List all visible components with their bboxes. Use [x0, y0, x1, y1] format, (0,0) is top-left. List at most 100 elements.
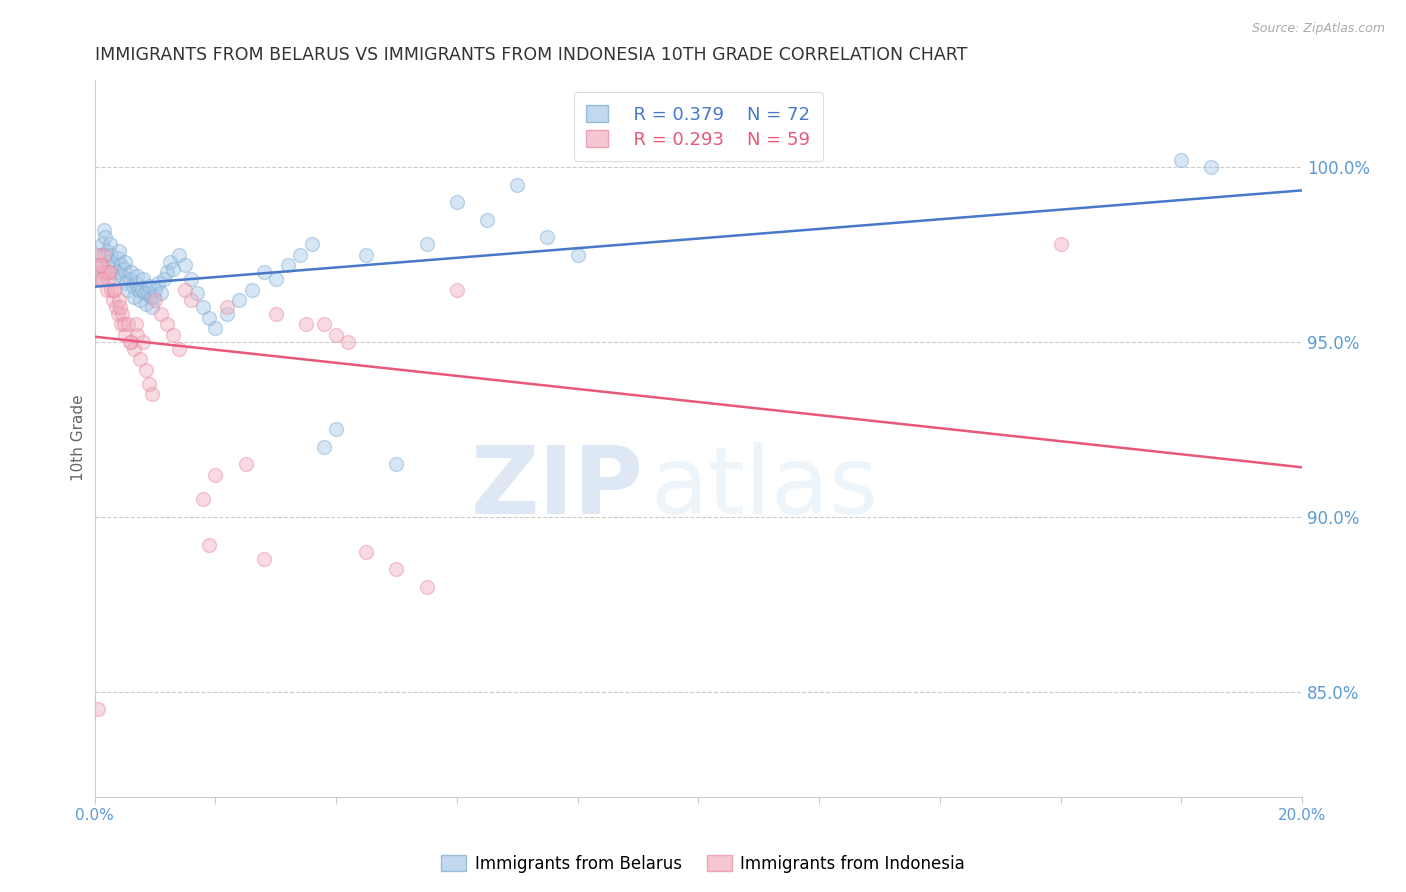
Point [86, 272, 108, 286]
Point [193, 300, 215, 314]
Point [86, 247, 108, 261]
Point [100, 247, 122, 261]
Y-axis label: 10th Grade: 10th Grade [72, 395, 86, 482]
Point [162, 261, 184, 276]
Legend:   R = 0.379    N = 72,   R = 0.293    N = 59: R = 0.379 N = 72, R = 0.293 N = 59 [574, 92, 823, 161]
Point [180, 293, 202, 307]
Point [252, 265, 274, 279]
Point [117, 318, 139, 332]
Point [112, 318, 135, 332]
Point [128, 283, 150, 297]
Point [288, 247, 311, 261]
Point [94, 265, 117, 279]
Point [110, 318, 132, 332]
Point [240, 283, 263, 297]
Point [295, 318, 318, 332]
Point [104, 265, 127, 279]
Point [312, 440, 335, 454]
Point [128, 293, 150, 307]
Point [107, 244, 129, 258]
Point [141, 387, 163, 401]
Point [567, 247, 589, 261]
Point [93, 223, 115, 237]
Point [117, 283, 139, 297]
Point [325, 328, 347, 343]
Point [149, 307, 172, 321]
Point [228, 293, 250, 307]
Point [94, 230, 117, 244]
Point [122, 289, 145, 303]
Point [115, 276, 138, 290]
Text: ZIP: ZIP [471, 442, 644, 534]
Point [143, 293, 166, 307]
Point [89, 265, 111, 279]
Point [167, 247, 190, 261]
Point [325, 422, 347, 436]
Point [385, 458, 408, 472]
Point [90, 247, 112, 261]
Point [198, 310, 221, 325]
Point [98, 265, 121, 279]
Point [89, 258, 111, 272]
Point [97, 265, 120, 279]
Legend: Immigrants from Belarus, Immigrants from Indonesia: Immigrants from Belarus, Immigrants from… [434, 848, 972, 880]
Point [87, 702, 110, 716]
Text: atlas: atlas [650, 442, 879, 534]
Point [107, 251, 129, 265]
Point [125, 328, 148, 343]
Point [153, 272, 176, 286]
Point [132, 272, 155, 286]
Point [103, 283, 125, 297]
Point [217, 300, 239, 314]
Point [156, 318, 179, 332]
Point [108, 300, 131, 314]
Point [204, 321, 226, 335]
Point [415, 237, 437, 252]
Point [114, 254, 136, 268]
Point [98, 237, 121, 252]
Point [89, 258, 111, 272]
Point [124, 276, 146, 290]
Point [136, 285, 159, 300]
Text: Source: ZipAtlas.com: Source: ZipAtlas.com [1251, 22, 1385, 36]
Point [193, 492, 215, 507]
Point [217, 307, 239, 321]
Point [204, 467, 226, 482]
Point [446, 195, 468, 210]
Point [122, 342, 145, 356]
Point [475, 212, 498, 227]
Point [103, 272, 125, 286]
Point [252, 551, 274, 566]
Point [235, 458, 257, 472]
Point [337, 334, 360, 349]
Point [277, 258, 299, 272]
Point [110, 258, 132, 272]
Point [124, 318, 146, 332]
Point [120, 265, 142, 279]
Point [264, 307, 287, 321]
Point [159, 254, 181, 268]
Text: IMMIGRANTS FROM BELARUS VS IMMIGRANTS FROM INDONESIA 10TH GRADE CORRELATION CHAR: IMMIGRANTS FROM BELARUS VS IMMIGRANTS FR… [94, 46, 967, 64]
Point [139, 289, 162, 303]
Point [1201, 160, 1223, 174]
Point [180, 272, 202, 286]
Point [142, 289, 165, 303]
Point [1049, 237, 1071, 252]
Point [186, 285, 208, 300]
Point [120, 334, 142, 349]
Point [1170, 153, 1192, 167]
Point [354, 545, 377, 559]
Point [149, 285, 172, 300]
Point [107, 307, 129, 321]
Point [90, 258, 112, 272]
Point [112, 261, 135, 276]
Point [91, 272, 114, 286]
Point [90, 237, 112, 252]
Point [385, 562, 408, 576]
Point [93, 247, 115, 261]
Point [97, 272, 120, 286]
Point [121, 279, 143, 293]
Point [506, 178, 529, 192]
Point [143, 283, 166, 297]
Point [118, 334, 141, 349]
